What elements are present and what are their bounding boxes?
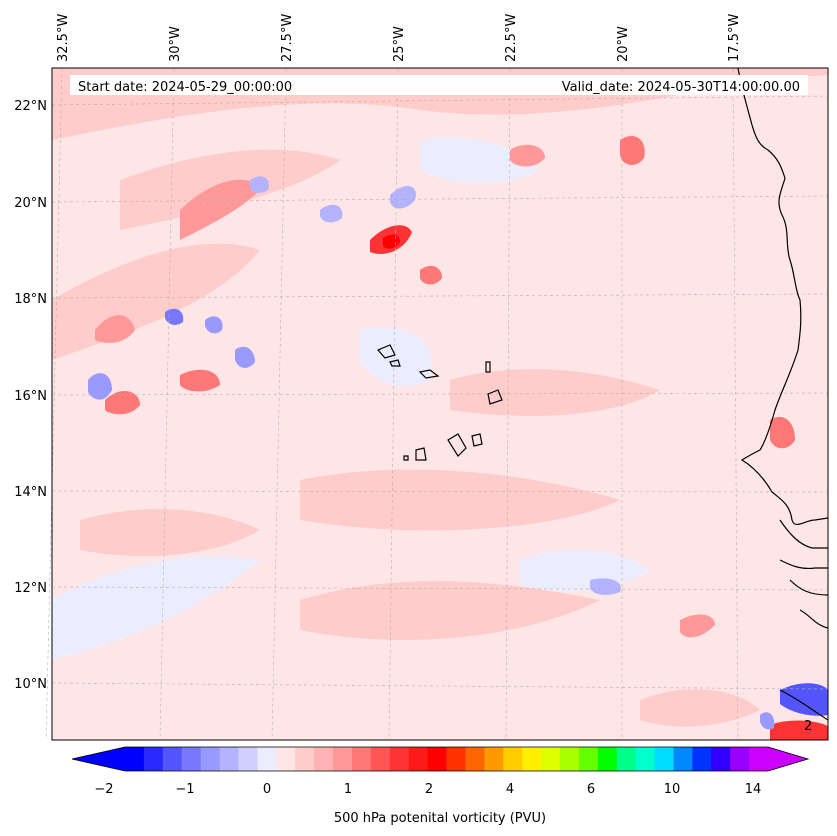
lat-labels: 22°N 20°N 18°N 16°N 14°N 12°N 10°N bbox=[14, 99, 47, 692]
colorbar-ticks: −2 −1 0 1 2 4 6 10 14 bbox=[94, 782, 761, 797]
lon-label: 22.5°W bbox=[504, 14, 519, 62]
colorbar-segment bbox=[314, 747, 334, 771]
colorbar-segment bbox=[484, 747, 504, 771]
lon-label: 30°W bbox=[168, 26, 183, 62]
header-band bbox=[70, 75, 808, 95]
lat-label: 10°N bbox=[14, 677, 47, 692]
colorbar-segment bbox=[162, 747, 183, 771]
colorbar-segment bbox=[597, 747, 618, 771]
colorbar-extend-max bbox=[768, 747, 808, 771]
lon-label: 32.5°W bbox=[56, 14, 71, 62]
colorbar-tick: 4 bbox=[506, 782, 514, 797]
lat-label: 22°N bbox=[14, 99, 47, 114]
colorbar-segment bbox=[333, 747, 353, 771]
pv-field bbox=[52, 68, 828, 740]
colorbar-segment bbox=[238, 747, 258, 771]
colorbar-extend-min bbox=[72, 747, 125, 771]
lon-label: 20°W bbox=[616, 26, 631, 62]
colorbar-label: 500 hPa potenital vorticity (PVU) bbox=[334, 811, 546, 826]
colorbar-tick: −2 bbox=[94, 782, 113, 797]
colorbar-segment bbox=[578, 747, 599, 771]
valid-date-label: Valid_date: 2024-05-30T14:00:00.00 bbox=[562, 80, 800, 95]
colorbar-segment bbox=[465, 747, 485, 771]
lon-label: 27.5°W bbox=[280, 14, 295, 62]
lon-label: 25°W bbox=[392, 26, 407, 62]
colorbar-segment bbox=[257, 747, 277, 771]
colorbar bbox=[71, 746, 810, 772]
colorbar-segment bbox=[219, 747, 239, 771]
colorbar-segment bbox=[749, 747, 769, 771]
colorbar-segment bbox=[503, 747, 523, 771]
colorbar-segment bbox=[370, 747, 391, 771]
colorbar-segment bbox=[125, 747, 145, 771]
colorbar-segment bbox=[673, 747, 693, 771]
contour-inline-label: 2 bbox=[804, 719, 812, 734]
coastline bbox=[376, 67, 829, 721]
colorbar-segment bbox=[295, 747, 315, 771]
lat-label: 12°N bbox=[14, 581, 47, 596]
colorbar-segment bbox=[143, 747, 164, 771]
colorbar-segment bbox=[654, 747, 674, 771]
start-date-label: Start date: 2024-05-29_00:00:00 bbox=[78, 80, 292, 95]
colorbar-segment bbox=[616, 747, 637, 771]
colorbar-tick: 1 bbox=[344, 782, 352, 797]
colorbar-tick: 0 bbox=[263, 782, 271, 797]
lat-label: 20°N bbox=[14, 196, 47, 211]
colorbar-segment bbox=[427, 747, 447, 771]
colorbar-segment bbox=[692, 747, 712, 771]
colorbar-segment bbox=[730, 747, 750, 771]
colorbar-tick: −1 bbox=[175, 782, 194, 797]
colorbar-tick: 10 bbox=[664, 782, 681, 797]
colorbar-segment bbox=[276, 747, 296, 771]
graticule bbox=[45, 67, 829, 741]
colorbar-segment bbox=[711, 747, 731, 771]
colorbar-segment bbox=[351, 747, 372, 771]
lat-label: 14°N bbox=[14, 485, 47, 500]
colorbar-segment bbox=[200, 747, 221, 771]
lat-label: 18°N bbox=[14, 292, 47, 307]
colorbar-tick: 14 bbox=[745, 782, 762, 797]
lon-labels: 32.5°W 30°W 27.5°W 25°W 22.5°W 20°W 17.5… bbox=[56, 14, 742, 62]
colorbar-segment bbox=[389, 747, 410, 771]
colorbar-outline bbox=[71, 746, 810, 772]
colorbar-segment bbox=[522, 747, 542, 771]
colorbar-segment bbox=[635, 747, 656, 771]
colorbar-segment bbox=[541, 747, 561, 771]
colorbar-segment bbox=[559, 747, 580, 771]
colorbar-tick: 6 bbox=[587, 782, 595, 797]
map-frame bbox=[51, 67, 829, 741]
colorbar-segment bbox=[408, 747, 429, 771]
colorbar-tick: 2 bbox=[425, 782, 433, 797]
lon-label: 17.5°W bbox=[727, 14, 742, 62]
colorbar-segment bbox=[446, 747, 466, 771]
colorbar-segment bbox=[181, 747, 202, 771]
lat-label: 16°N bbox=[14, 389, 47, 404]
